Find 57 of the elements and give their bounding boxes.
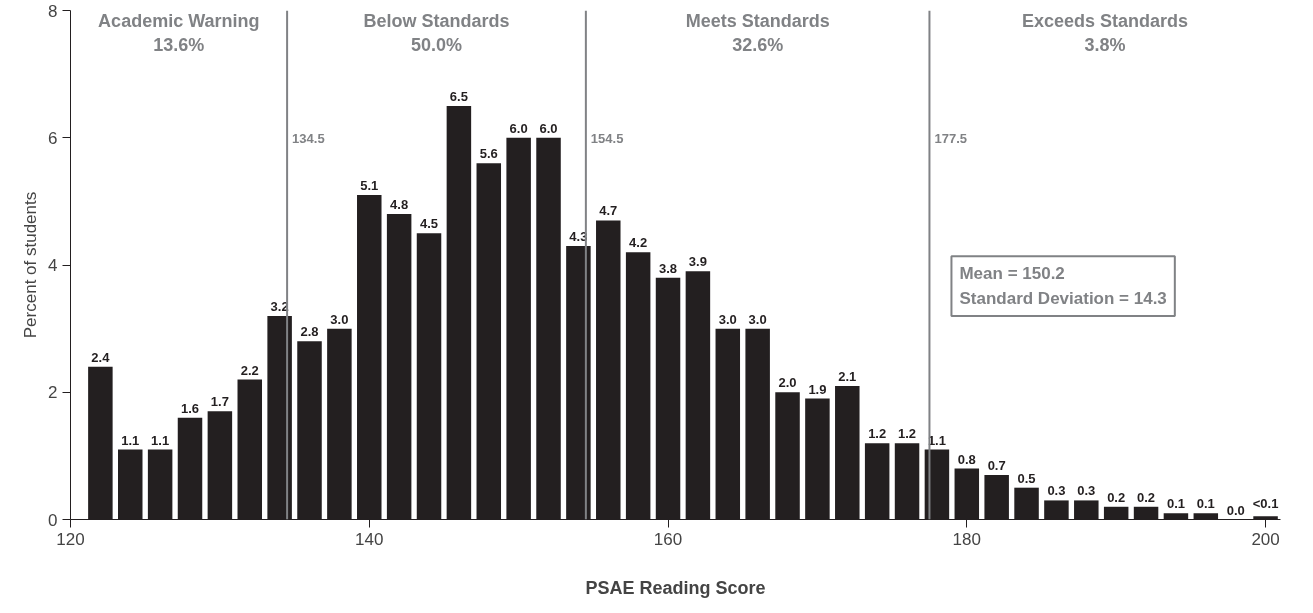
data-label: 1.2 (868, 426, 887, 442)
ref-line-label: 177.5 (934, 130, 967, 146)
data-label: 3.0 (330, 311, 349, 327)
y-tick-label: 6 (48, 128, 58, 148)
x-tick-label: 140 (355, 529, 384, 549)
ref-line-label: 134.5 (292, 130, 325, 146)
data-label: 0.5 (1017, 470, 1036, 486)
x-tick-label: 120 (56, 529, 85, 549)
data-label: 2.2 (240, 362, 259, 378)
annotation: Academic Warning 13.6% (98, 10, 260, 55)
data-label: 0.2 (1107, 489, 1126, 505)
data-label: 5.1 (360, 178, 379, 194)
y-tick-label: 0 (48, 510, 58, 530)
data-label: 3.0 (748, 311, 767, 327)
data-label: 1.1 (121, 432, 140, 448)
data-label: 1.6 (180, 400, 200, 416)
annotation: Meets Standards 32.6% (685, 10, 830, 55)
data-label: 4.7 (599, 203, 618, 219)
data-label: 1.9 (808, 381, 827, 397)
y-tick-label: 8 (48, 1, 58, 21)
data-label: 4.5 (419, 216, 439, 232)
data-label: 2.8 (300, 324, 319, 340)
data-label: 0.7 (987, 457, 1006, 473)
data-label: 2.0 (778, 375, 797, 391)
data-label: 2.4 (91, 349, 111, 365)
y-tick-label: 2 (48, 383, 58, 403)
data-label: <0.1 (1252, 496, 1279, 512)
data-label: 1.7 (210, 394, 229, 410)
data-label: 6.0 (539, 120, 558, 136)
x-tick-label: 180 (952, 529, 981, 549)
data-label: 3.0 (718, 311, 737, 327)
data-label: 0.1 (1196, 496, 1215, 512)
y-tick-label: 4 (48, 256, 58, 275)
data-label: 4.8 (390, 197, 409, 213)
data-label: 0.2 (1137, 489, 1156, 505)
data-label: 4.2 (629, 235, 648, 251)
data-label: 0.1 (1166, 496, 1185, 512)
x-tick-label: 200 (1251, 529, 1280, 549)
data-label: 3.8 (658, 260, 678, 276)
data-label: 0.3 (1047, 483, 1066, 499)
data-label: 6.5 (449, 88, 468, 104)
data-label: 3.9 (688, 254, 707, 270)
data-label: 2.1 (838, 368, 857, 384)
data-label: 1.2 (898, 426, 917, 442)
data-label: 0.0 (1226, 502, 1245, 518)
annotation: Below Standards 50.0% (363, 10, 510, 55)
annotation: Exceeds Standards 3.8% (1021, 10, 1189, 55)
data-label: 0.3 (1077, 483, 1096, 499)
ref-line-label: 154.5 (590, 130, 624, 146)
data-label: 5.6 (479, 146, 498, 162)
data-label: 6.0 (509, 120, 528, 136)
x-tick-label: 160 (653, 529, 683, 549)
annotation: Mean = 150.2 Standard Deviation = 14.3 (959, 264, 1167, 308)
data-label: 1.1 (151, 432, 170, 448)
x-axis-title: PSAE Reading Score (585, 577, 766, 598)
data-label: 0.8 (957, 451, 976, 467)
y-axis-title: Percent of students (21, 191, 41, 339)
